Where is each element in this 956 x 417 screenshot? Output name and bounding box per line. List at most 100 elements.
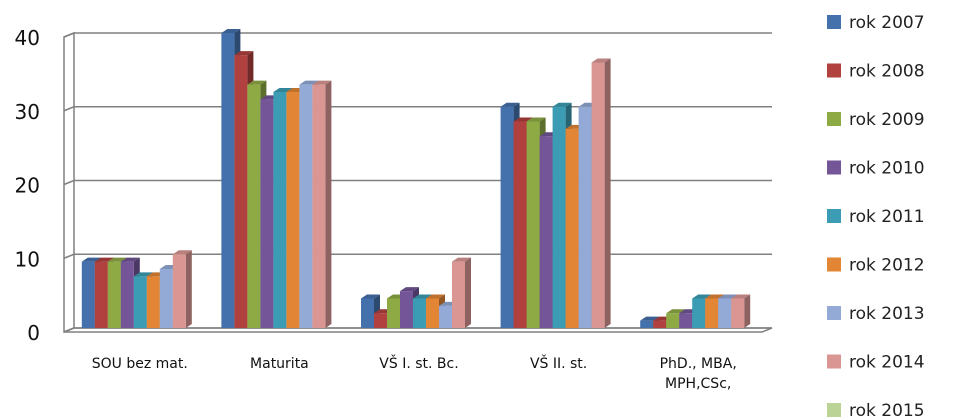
bar-top xyxy=(94,257,114,262)
legend-item: rok 2010 xyxy=(827,159,925,179)
bar-front xyxy=(361,298,374,328)
bar-side xyxy=(325,80,332,328)
x-tick-label: VŠ I. st. Bc. xyxy=(379,354,458,372)
bar-front xyxy=(107,261,121,328)
bar-front xyxy=(731,298,745,328)
bar-top xyxy=(426,294,445,299)
bar-front xyxy=(705,298,719,328)
bar-front xyxy=(640,320,654,328)
bar-side xyxy=(465,257,471,328)
x-tick-label: SOU bez mat. xyxy=(92,356,188,372)
legend-label: rok 2007 xyxy=(849,13,925,33)
bar-front xyxy=(539,136,553,328)
y-tick-label: 20 xyxy=(15,174,40,198)
y-axis-ticks: 0 10 20 30 40 xyxy=(15,26,40,345)
bar-front xyxy=(159,269,173,328)
legend-swatch xyxy=(827,160,841,175)
legend-label: rok 2011 xyxy=(849,207,925,227)
bar-top xyxy=(133,272,153,277)
bar-front xyxy=(120,261,134,328)
legend-swatch xyxy=(827,209,841,223)
legend-label: rok 2008 xyxy=(849,62,925,82)
bar-front xyxy=(426,298,439,328)
bar-front xyxy=(146,276,160,328)
bar-top xyxy=(692,294,712,299)
gridline-connector xyxy=(63,327,75,333)
legend-label: rok 2015 xyxy=(849,401,925,417)
bar-top xyxy=(299,80,319,85)
bar-top xyxy=(273,88,293,92)
bar-front xyxy=(500,106,514,328)
bar-top xyxy=(591,58,611,63)
bar-top xyxy=(361,294,380,299)
bar-front xyxy=(234,55,248,328)
legend-item: rok 2015 xyxy=(827,401,925,417)
bar-top xyxy=(172,250,192,255)
legend-label: rok 2009 xyxy=(849,110,925,130)
bar-top xyxy=(552,102,572,107)
bar-front xyxy=(565,128,579,328)
bar-front xyxy=(439,305,452,328)
legend-swatch xyxy=(827,403,841,417)
bar-front xyxy=(679,313,693,328)
bar-top xyxy=(513,117,533,122)
bar-front xyxy=(653,320,667,328)
bar-front xyxy=(94,261,108,328)
bar-side xyxy=(604,58,611,328)
legend-label: rok 2012 xyxy=(849,256,925,276)
bar xyxy=(452,257,471,328)
bar-top xyxy=(705,294,725,299)
bar-front xyxy=(591,62,605,328)
x-tick-label: Maturita xyxy=(250,356,309,372)
y-tick-label: 30 xyxy=(15,100,40,124)
bar-front xyxy=(578,106,592,328)
legend-item: rok 2007 xyxy=(827,13,925,33)
legend-item: rok 2012 xyxy=(827,256,925,276)
bar-front xyxy=(286,92,300,328)
legend-swatch xyxy=(827,15,841,29)
bar xyxy=(312,80,332,328)
bar-front xyxy=(81,261,95,328)
gridline-connector xyxy=(63,106,75,112)
bar-front xyxy=(666,313,680,328)
y-tick-label: 0 xyxy=(27,321,40,345)
bar-top xyxy=(120,257,140,262)
y-tick-label: 40 xyxy=(15,26,40,50)
bar-top xyxy=(107,257,127,262)
bar-top xyxy=(221,29,241,33)
legend-label: rok 2013 xyxy=(849,304,925,324)
bar-top xyxy=(312,80,332,85)
gridline-connector xyxy=(63,32,75,38)
bar xyxy=(591,58,611,328)
bar-side xyxy=(185,250,192,328)
x-axis-labels: SOU bez mat. Maturita VŠ I. st. Bc. VŠ II. … xyxy=(92,354,737,392)
legend-swatch xyxy=(827,63,841,78)
bar-front xyxy=(172,254,186,328)
legend-item: rok 2014 xyxy=(827,353,925,373)
bar-top xyxy=(234,51,254,56)
bar-front xyxy=(312,84,326,328)
bar-front xyxy=(692,298,706,328)
x-tick-label: VŠ II. st. xyxy=(530,354,587,372)
bar-front xyxy=(374,313,387,328)
bar-top xyxy=(718,294,738,299)
bars xyxy=(81,29,751,328)
bar-top xyxy=(526,117,546,122)
bar xyxy=(731,294,751,328)
bar-front xyxy=(133,276,147,328)
legend-item: rok 2013 xyxy=(827,304,925,324)
bar-top xyxy=(500,102,520,107)
bar-top xyxy=(640,316,660,321)
legend-item: rok 2008 xyxy=(827,62,925,82)
legend: rok 2007 rok 2008 rok 2009 rok 2010 rok 2011… xyxy=(827,13,925,417)
bar-front xyxy=(718,298,732,328)
gridline-connector xyxy=(63,253,75,259)
bar-front xyxy=(247,84,261,328)
bar-front xyxy=(552,106,566,328)
gridline-connector xyxy=(63,179,75,186)
bar-front xyxy=(400,291,413,328)
bar xyxy=(172,250,192,328)
bar-top xyxy=(731,294,751,299)
legend-swatch xyxy=(827,257,841,272)
